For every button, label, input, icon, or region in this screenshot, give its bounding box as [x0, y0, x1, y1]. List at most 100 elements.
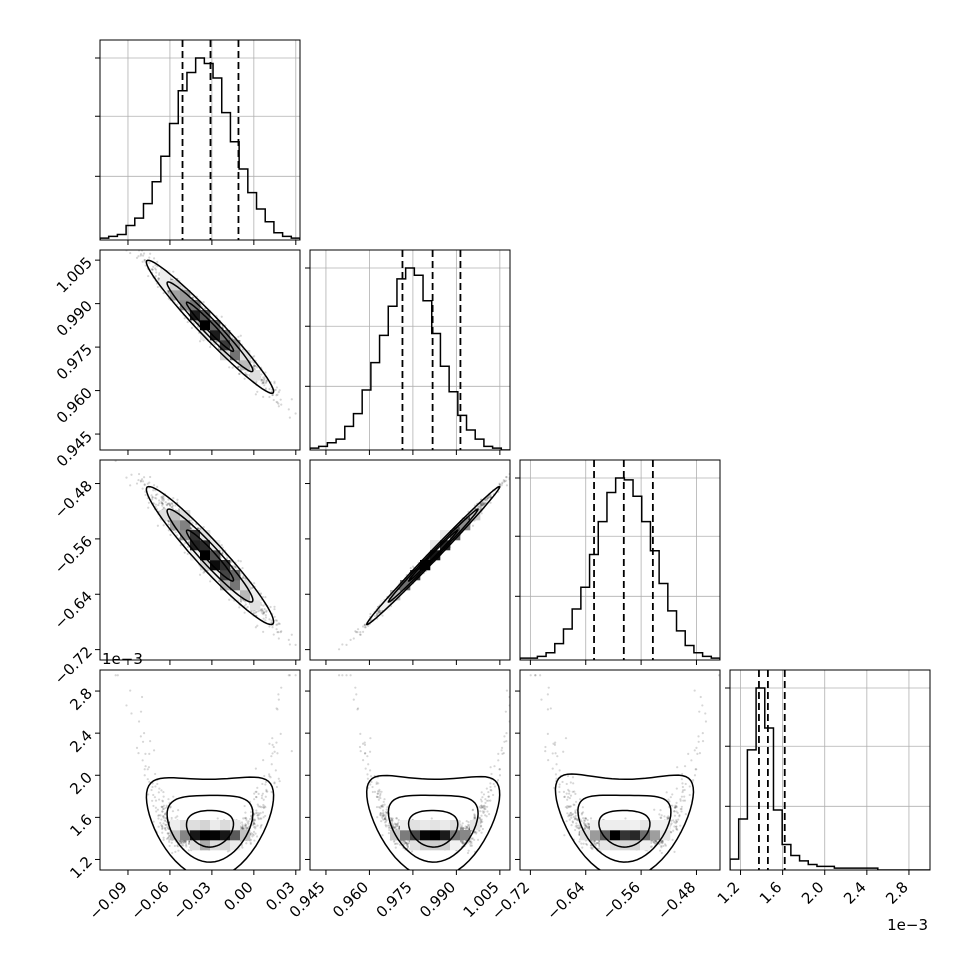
scatter-point — [263, 377, 266, 380]
scatter-point — [177, 508, 181, 511]
scatter-point — [142, 476, 146, 479]
scatter-point — [167, 520, 171, 523]
panel-frame — [99, 39, 301, 241]
scatter-point — [157, 279, 160, 282]
scatter-point — [156, 485, 159, 488]
scatter-point — [135, 482, 139, 485]
scatter-point — [268, 618, 271, 621]
scatter-point — [171, 506, 174, 509]
scatter-point — [160, 495, 163, 499]
scatter-point — [220, 543, 223, 547]
scatter-point — [275, 386, 279, 389]
scatter-point — [505, 484, 509, 487]
scatter-point — [489, 494, 492, 497]
scatter-point — [167, 529, 170, 532]
scatter-point — [209, 345, 212, 349]
scatter-point — [179, 544, 182, 547]
density-cell — [200, 540, 211, 551]
scatter-point — [186, 552, 189, 556]
density-cell — [230, 580, 241, 591]
scatter-point — [166, 502, 170, 505]
scatter-point — [164, 501, 167, 504]
scatter-point — [241, 348, 244, 351]
scatter-point — [276, 393, 279, 396]
scatter-point — [480, 504, 483, 507]
panel-2-1 — [305, 459, 511, 665]
scatter-point — [261, 609, 264, 613]
contour-line-2 — [185, 529, 235, 582]
scatter-point — [262, 380, 265, 383]
scatter-point — [228, 598, 231, 601]
scatter-point — [264, 387, 268, 390]
scatter-point — [130, 473, 133, 476]
density-cell — [210, 330, 221, 341]
contour-line-0 — [366, 485, 501, 626]
scatter-point — [237, 335, 240, 338]
scatter-point — [378, 610, 381, 613]
density-cell — [250, 600, 261, 611]
scatter-point — [139, 254, 142, 257]
scatter-point — [156, 524, 159, 527]
scatter-point — [269, 605, 272, 609]
density-cell — [230, 340, 241, 351]
scatter-point — [352, 637, 355, 640]
scatter-point — [359, 633, 362, 636]
density-cell — [160, 510, 171, 521]
scatter-point — [160, 501, 163, 505]
scatter-point — [479, 505, 482, 508]
scatter-point — [355, 631, 358, 634]
ytick-label: 0.945 — [53, 427, 96, 470]
scatter-point — [143, 483, 146, 487]
scatter-point — [188, 310, 191, 313]
scatter-point — [161, 498, 164, 501]
scatter-point — [158, 272, 161, 275]
scatter-point — [157, 499, 161, 502]
density-cell — [170, 520, 181, 531]
scatter-point — [253, 364, 256, 367]
panel-plot-area — [125, 250, 297, 419]
scatter-point — [141, 260, 144, 263]
scatter-point — [349, 638, 352, 641]
scatter-point — [273, 605, 276, 608]
scatter-point — [279, 631, 282, 634]
scatter-point — [375, 612, 378, 615]
scatter-point — [260, 610, 263, 613]
scatter-point — [263, 384, 266, 387]
scatter-point — [272, 398, 275, 402]
panel-frame — [309, 459, 511, 661]
scatter-point — [186, 320, 189, 324]
scatter-point — [157, 277, 160, 280]
scatter-point — [375, 613, 379, 616]
scatter-point — [276, 623, 279, 626]
scatter-point — [458, 527, 461, 530]
scatter-point — [254, 626, 257, 629]
density-cell — [250, 370, 261, 381]
scatter-point — [160, 500, 163, 503]
scatter-point — [154, 496, 157, 499]
scatter-point — [485, 498, 489, 501]
scatter-point — [273, 380, 276, 383]
scatter-point — [162, 524, 165, 527]
scatter-point — [256, 624, 259, 627]
scatter-point — [377, 610, 380, 614]
scatter-point — [277, 390, 280, 394]
scatter-point — [294, 643, 297, 646]
scatter-point — [270, 619, 273, 622]
scatter-point — [226, 556, 229, 559]
scatter-point — [149, 252, 152, 255]
scatter-point — [271, 626, 274, 629]
scatter-point — [294, 412, 297, 415]
scatter-point — [139, 479, 143, 482]
scatter-point — [198, 340, 202, 343]
contour-line-2 — [407, 529, 459, 582]
scatter-point — [234, 565, 237, 568]
scatter-point — [166, 519, 170, 523]
scatter-point — [471, 524, 475, 527]
scatter-point — [198, 573, 202, 576]
density-cell — [230, 570, 241, 581]
scatter-point — [457, 527, 460, 530]
scatter-point — [345, 643, 348, 646]
scatter-point — [167, 498, 170, 501]
scatter-point — [190, 519, 193, 522]
